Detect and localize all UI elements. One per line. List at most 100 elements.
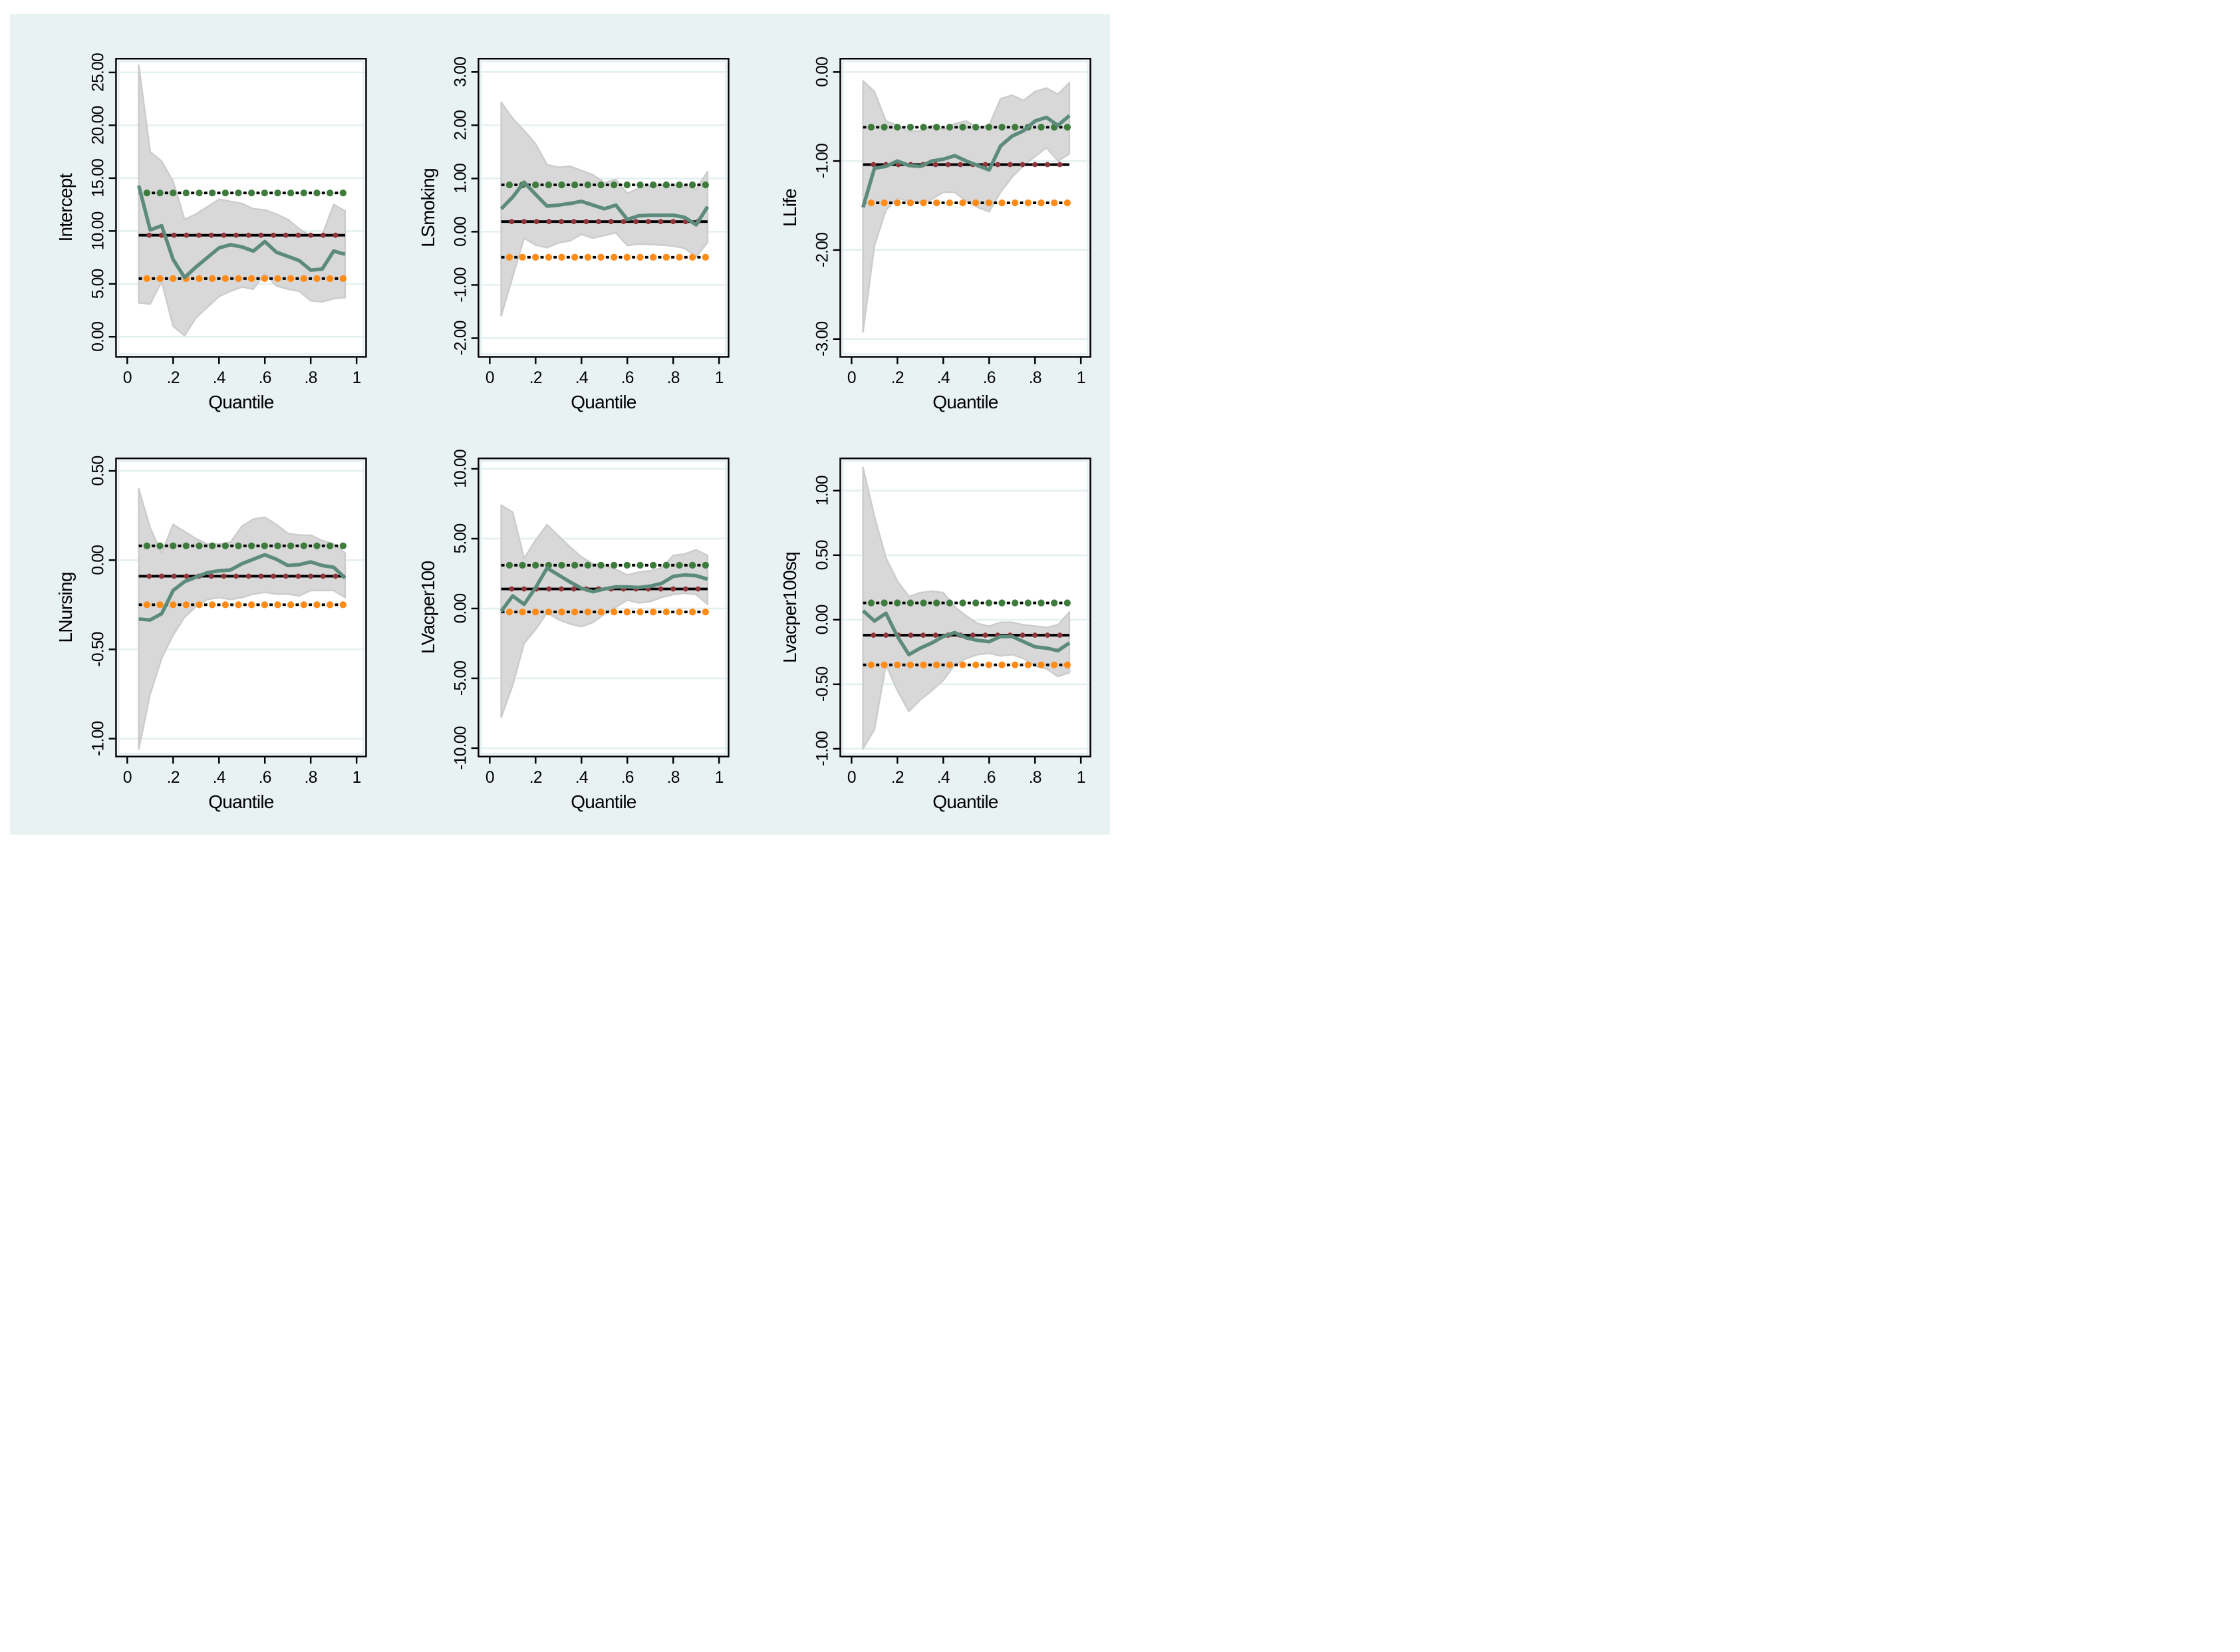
estimate-line: [136, 185, 346, 279]
x-tick-label: .2: [167, 769, 180, 787]
x-tick-label: .8: [305, 369, 317, 387]
quantile-plot: -3.00 -2.00 -1.00 0.00 LLife 0 .2 .4 .6 .8 1 Quanti…: [779, 57, 1092, 412]
plot-frame: [477, 458, 730, 757]
x-axis-title: Quantile: [208, 392, 274, 412]
y-tick-label: 0.50: [814, 540, 832, 570]
x-axis-title: Quantile: [208, 791, 274, 812]
y-tick-label: 0.00: [814, 57, 832, 87]
y-tick-label: -10.00: [452, 726, 470, 769]
y-tick-label: 10.00: [89, 211, 107, 250]
y-axis-title: LNursing: [55, 572, 76, 642]
x-tick-label: .4: [937, 769, 950, 787]
y-tick-label: 1.00: [814, 476, 832, 505]
plot-region-edge: [842, 460, 1089, 755]
x-tick-label: .6: [259, 369, 271, 387]
x-tick-label: .2: [529, 769, 541, 787]
x-tick-label: .8: [666, 769, 679, 787]
quantile-plot: -10.00 -5.00 0.00 5.00 10.00 LVacper100 0 .2 .4.…: [418, 450, 730, 812]
confidence-band: [862, 466, 1071, 750]
x-tick-label: 1: [714, 369, 723, 387]
y-axis-title: LSmoking: [418, 168, 438, 247]
x-tick-label: .6: [983, 769, 996, 787]
y-axis-title: LLife: [779, 189, 800, 227]
figure: 0.00 5.00 10.00 15.00 20.00 25.00 Intercept 0.2…: [10, 14, 1110, 835]
y-tick-label: 5.00: [89, 269, 107, 299]
x-tick-label: .2: [529, 369, 541, 387]
x-tick-label: .2: [891, 769, 904, 787]
y-tick-label: -5.00: [452, 661, 470, 696]
x-tick-label: 1: [352, 769, 361, 787]
x-tick-label: .4: [937, 369, 950, 387]
x-axis-title: Quantile: [571, 392, 636, 412]
plot-frame: [839, 458, 1092, 757]
chart-panel: -1.00 -0.50 0.00 0.50 1.00 Lvacper100sq 0 .2 .4.…: [742, 430, 1102, 812]
chart-panel: -1.00 -0.50 0.00 0.50 LNursing 0 .2 .4 .6 .8 1 Quan…: [18, 430, 378, 812]
y-tick-label: -1.00: [452, 267, 470, 302]
y-tick-label: 0.00: [452, 594, 470, 624]
x-tick-label: .6: [983, 369, 996, 387]
plot-canvas: 0.00 5.00 10.00 15.00 20.00 25.00 Intercept 0.2…: [10, 14, 1110, 835]
x-axis-title: Quantile: [933, 791, 999, 812]
y-tick-label: -3.00: [814, 322, 832, 356]
estimate-line: [138, 553, 347, 622]
x-tick-label: .6: [621, 769, 633, 787]
x-tick-label: 0: [123, 769, 132, 787]
x-tick-label: .2: [167, 369, 180, 387]
plot-frame: [477, 58, 730, 358]
y-tick-label: -1.00: [89, 722, 107, 756]
y-tick-label: 1.00: [452, 164, 470, 194]
x-tick-label: .4: [575, 369, 587, 387]
x-tick-label: 1: [1077, 769, 1085, 787]
y-tick-label: 0.00: [89, 322, 107, 352]
plot-frame: [839, 58, 1092, 358]
y-tick-label: 3.00: [452, 57, 470, 87]
plot-frame: [115, 58, 367, 358]
y-tick-label: -1.00: [814, 732, 832, 766]
chart-panel: -2.00 -1.00 0.00 1.00 2.00 3.00 LSmoking 0 .2 .4.…: [380, 30, 740, 412]
x-tick-label: 1: [1077, 369, 1085, 387]
y-tick-label: 5.00: [452, 524, 470, 554]
quantile-plot: -2.00 -1.00 0.00 1.00 2.00 3.00 LSmoking 0 .2 .4.…: [418, 57, 730, 412]
chart-panel: -10.00 -5.00 0.00 5.00 10.00 LVacper100 0 .2 .4.…: [380, 430, 740, 812]
x-tick-label: .8: [305, 769, 317, 787]
y-tick-label: -0.50: [814, 667, 832, 702]
x-tick-label: 1: [714, 769, 723, 787]
x-tick-label: 0: [486, 769, 494, 787]
x-axis-title: Quantile: [933, 392, 999, 412]
plot-region-edge: [842, 60, 1089, 355]
y-axis-title: LVacper100: [418, 561, 438, 654]
plot-frame: [115, 458, 367, 757]
y-tick-label: -2.00: [452, 321, 470, 355]
x-tick-label: .4: [213, 769, 225, 787]
chart-panel: -3.00 -2.00 -1.00 0.00 LLife 0 .2 .4 .6 .8 1 Quanti…: [742, 30, 1102, 412]
y-tick-label: 10.00: [452, 450, 470, 488]
confidence-band: [500, 504, 708, 719]
x-tick-label: .6: [259, 769, 271, 787]
x-tick-label: .2: [891, 369, 904, 387]
plot-region-edge: [118, 60, 364, 355]
x-tick-label: .4: [213, 369, 225, 387]
plot-region-edge: [480, 460, 727, 755]
estimate-line: [862, 609, 1071, 656]
x-tick-label: 0: [847, 769, 856, 787]
y-tick-label: -2.00: [814, 233, 832, 267]
y-axis-title: Lvacper100sq: [779, 552, 800, 663]
y-axis-title: Intercept: [55, 173, 76, 241]
y-tick-label: -0.50: [89, 632, 107, 666]
y-tick-label: 0.00: [89, 545, 107, 575]
y-tick-label: 20.00: [89, 106, 107, 144]
y-tick-label: 0.00: [452, 217, 470, 247]
y-tick-label: 0.00: [814, 605, 832, 634]
plot-region-edge: [118, 460, 364, 755]
y-tick-label: 25.00: [89, 53, 107, 92]
x-tick-label: .4: [575, 769, 587, 787]
y-tick-label: 2.00: [452, 110, 470, 140]
y-tick-label: 0.50: [89, 456, 107, 486]
x-tick-label: .8: [1029, 769, 1042, 787]
x-tick-label: 0: [847, 369, 856, 387]
x-axis-title: Quantile: [571, 791, 636, 812]
quantile-plot: -1.00 -0.50 0.00 0.50 1.00 Lvacper100sq 0 .2 .4.…: [779, 458, 1092, 812]
chart-panel: 0.00 5.00 10.00 15.00 20.00 25.00 Intercept 0 .2…: [18, 30, 378, 412]
x-tick-label: 0: [486, 369, 494, 387]
estimate-line: [861, 114, 1071, 208]
